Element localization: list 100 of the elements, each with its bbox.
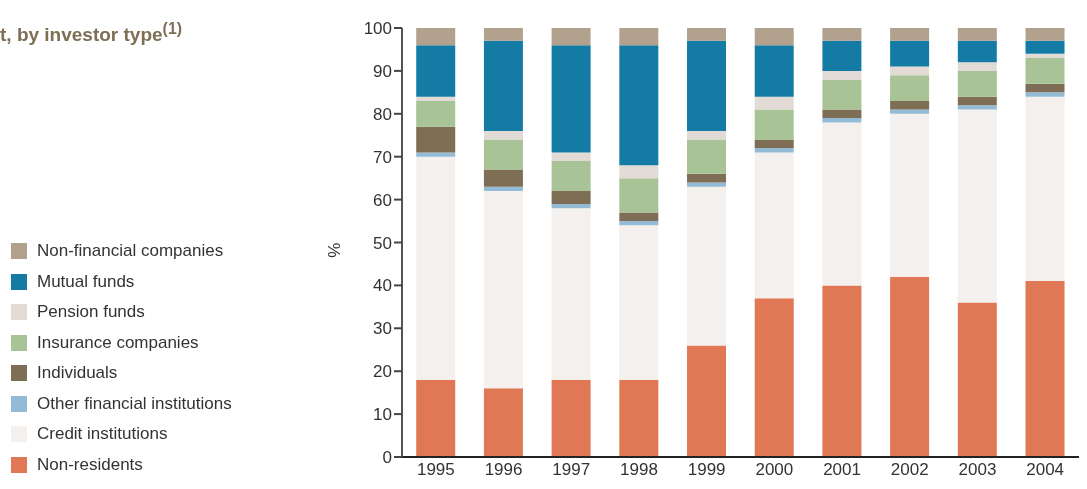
bar [687,130,727,140]
bar [822,122,862,286]
x-tick-label: 2000 [755,460,794,480]
y-tick-label: 10 [373,405,392,425]
y-tick-label: 100 [363,19,392,39]
bar [822,79,862,110]
y-tick-label: 90 [373,61,392,81]
bar [754,96,794,110]
legend-label: Other financial institutions [37,393,232,414]
bar [957,70,997,97]
y-tick-label: 40 [373,276,392,296]
bar [687,182,727,187]
bar [754,28,794,46]
y-tick-label: 70 [373,147,392,167]
bar [687,28,727,41]
bar [483,388,523,457]
legend-label: Pension funds [37,302,145,323]
bar [416,152,456,157]
bar [619,45,659,166]
bar [687,173,727,183]
bar [687,40,727,131]
bar [687,186,727,346]
bar [957,96,997,106]
bar [822,118,862,123]
bar [754,139,794,149]
bar [619,221,659,226]
bar [1025,96,1065,282]
bar [1025,281,1065,457]
bar [619,225,659,380]
bar [416,28,456,46]
bar [483,186,523,192]
bar [957,62,997,71]
bar [890,75,930,101]
x-tick-label: 1995 [416,460,455,480]
x-tick-label: 2004 [1026,460,1065,480]
legend-label: Non-residents [37,454,143,475]
legend-label: Non-financial companies [37,241,224,262]
bar [822,28,862,41]
bar [619,178,659,213]
bar [483,169,523,187]
bar [1025,28,1065,41]
bar [822,40,862,71]
bar [483,130,523,140]
bar [822,109,862,119]
x-tick-label: 2003 [958,460,997,480]
y-tick-label: 30 [373,319,392,339]
bar [483,28,523,41]
bar [416,379,456,457]
legend-label: Mutual funds [37,271,135,292]
x-tick-label: 2002 [890,460,929,480]
legend-label: Insurance companies [37,332,199,353]
bar [957,105,997,110]
bar [619,379,659,457]
bar [822,285,862,457]
bar [890,100,930,110]
bar [754,45,794,97]
bar [551,160,591,192]
bar [1025,53,1065,59]
bar [416,156,456,380]
y-tick-label: 50 [373,233,392,253]
bar [416,100,456,127]
bar [890,113,930,277]
bar [1025,83,1065,93]
x-tick-label: 1997 [552,460,591,480]
bar [483,139,523,170]
bar [1025,92,1065,97]
bar [416,96,456,101]
x-tick-label: 1998 [620,460,658,480]
text: t, by investor type$^{(1)}$ [0,20,182,46]
y-tick-label: 0 [382,448,392,468]
x-tick-label: 1999 [687,460,726,480]
bar [957,40,997,63]
bar [890,40,930,67]
bar [754,152,794,299]
bar [1025,58,1065,84]
y-tick-label: 20 [373,362,392,382]
bar [687,139,727,174]
bar [890,28,930,41]
bar [619,212,659,222]
y-axis-title: % [325,242,345,258]
bar [416,45,456,97]
bar [822,70,862,80]
bar [483,191,523,389]
bar [754,148,794,153]
bar [483,40,523,131]
x-tick-label: 2001 [823,460,861,480]
legend-label: Individuals [37,363,118,384]
bar [551,203,591,209]
bar [957,28,997,41]
bar [551,152,591,161]
bar [551,191,591,204]
x-tick-label: 1996 [484,460,523,480]
bar [687,345,727,457]
bar [890,276,930,457]
bar [754,298,794,457]
bar [890,109,930,114]
bar [1025,40,1065,54]
bar [957,302,997,457]
legend-label: Credit institutions [37,424,168,445]
bar [551,379,591,457]
